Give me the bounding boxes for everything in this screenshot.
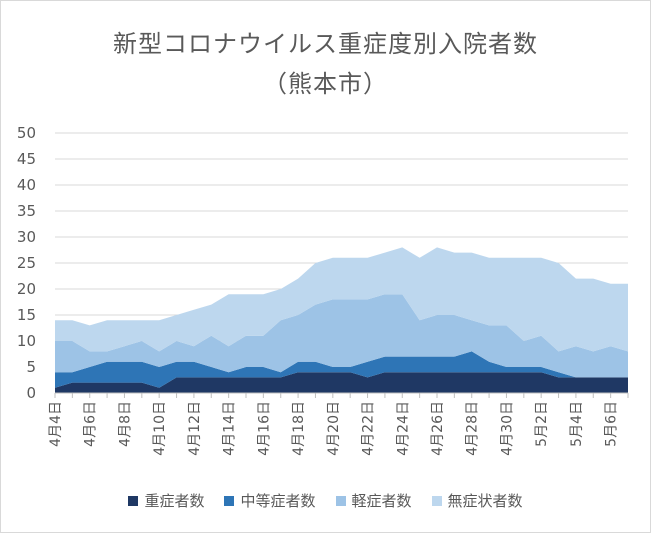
chart-title: 新型コロナウイルス重症度別入院者数 — [113, 30, 538, 58]
y-tick-label-50: 50 — [17, 124, 36, 142]
chart-subtitle: （熊本市） — [263, 70, 388, 98]
x-tick-label-10: 4月14日 — [222, 401, 238, 456]
chart-legend: 重症者数 中等症者数 軽症者数 無症状者数 — [0, 490, 651, 511]
x-tick-label-12: 4月16日 — [256, 401, 272, 456]
y-tick-label-5: 5 — [26, 358, 36, 376]
legend-label-0: 重症者数 — [144, 492, 205, 510]
x-tick-label-28: 5月2日 — [534, 401, 550, 447]
x-tick-label-0: 4月4日 — [48, 401, 64, 447]
legend-label-2: 軽症者数 — [351, 492, 412, 510]
x-tick-label-6: 4月10日 — [152, 401, 168, 456]
legend-item-1: 中等症者数 — [224, 490, 316, 511]
area-series-3 — [55, 247, 628, 352]
y-tick-label-45: 45 — [17, 150, 36, 168]
legend-swatch-0 — [128, 495, 139, 506]
x-tick-label-24: 4月28日 — [465, 401, 481, 456]
legend-item-3: 無症状者数 — [431, 490, 523, 511]
x-tick-label-22: 4月26日 — [430, 401, 446, 456]
y-tick-label-20: 20 — [17, 280, 36, 298]
y-tick-label-35: 35 — [17, 202, 36, 220]
x-tick-label-4: 4月8日 — [117, 401, 133, 447]
x-tick-label-18: 4月22日 — [361, 401, 377, 456]
x-tick-label-30: 5月4日 — [569, 401, 585, 447]
x-tick-label-26: 4月30日 — [499, 401, 515, 456]
legend-label-3: 無症状者数 — [447, 492, 523, 510]
y-tick-label-25: 25 — [17, 254, 36, 272]
x-tick-label-32: 5月6日 — [604, 401, 620, 447]
legend-label-1: 中等症者数 — [240, 492, 316, 510]
x-tick-label-14: 4月18日 — [291, 401, 307, 456]
legend-item-2: 軽症者数 — [335, 490, 412, 511]
area-series-0 — [55, 372, 628, 393]
y-tick-label-10: 10 — [17, 332, 36, 350]
x-tick-label-20: 4月24日 — [395, 401, 411, 456]
x-tick-label-2: 4月6日 — [83, 401, 99, 447]
x-tick-label-8: 4月12日 — [187, 401, 203, 456]
y-tick-label-40: 40 — [17, 176, 36, 194]
legend-swatch-2 — [335, 495, 346, 506]
area-series-2 — [55, 294, 628, 378]
legend-swatch-1 — [224, 495, 235, 506]
legend-item-0: 重症者数 — [128, 490, 204, 511]
area-series-1 — [55, 351, 628, 388]
legend-swatch-3 — [431, 495, 442, 506]
x-tick-label-16: 4月20日 — [326, 401, 342, 456]
y-tick-label-0: 0 — [26, 384, 36, 402]
y-tick-label-15: 15 — [17, 306, 36, 324]
y-tick-label-30: 30 — [17, 228, 36, 246]
